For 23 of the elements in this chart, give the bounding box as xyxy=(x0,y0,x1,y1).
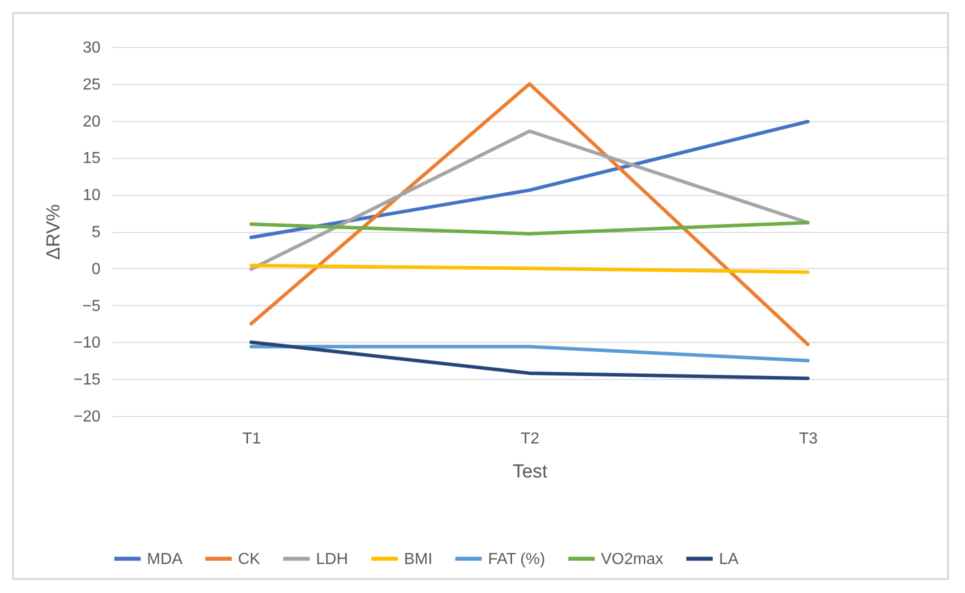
x-tick-label: T1 xyxy=(242,430,262,448)
y-tick-label: −20 xyxy=(73,408,101,426)
legend-label: BMI xyxy=(404,550,432,568)
y-tick-label: −5 xyxy=(82,298,101,315)
legend-label: VO2max xyxy=(601,550,664,568)
y-tick-label: 20 xyxy=(82,113,101,130)
legend-label: LDH xyxy=(316,550,348,568)
y-tick-label: 30 xyxy=(82,40,101,56)
y-tick-label: −15 xyxy=(73,372,101,389)
y-tick-label: 15 xyxy=(82,150,101,168)
x-axis-title: Test xyxy=(512,462,548,482)
legend-label: MDA xyxy=(147,550,183,568)
y-tick-label: −10 xyxy=(73,334,101,352)
y-axis-title: ΔRV% xyxy=(43,204,64,260)
legend-label: CK xyxy=(238,550,261,568)
x-tick-label: T2 xyxy=(520,430,540,448)
legend-label: FAT (%) xyxy=(488,550,546,568)
legend-label: LA xyxy=(719,550,739,568)
y-tick-label: 0 xyxy=(92,260,101,278)
x-tick-label: T3 xyxy=(798,430,818,448)
y-tick-label: 5 xyxy=(92,224,101,241)
y-tick-label: 10 xyxy=(82,187,101,204)
y-tick-label: 25 xyxy=(82,76,101,94)
